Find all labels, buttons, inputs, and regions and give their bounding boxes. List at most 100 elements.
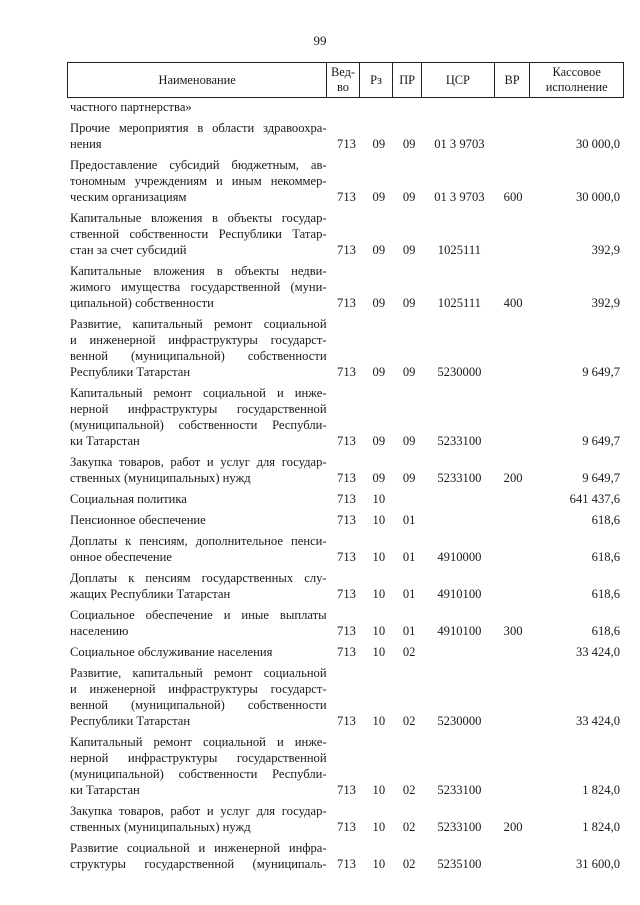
cell-department: 713 bbox=[337, 645, 356, 659]
row-name-line: (муниципальной) собственности Республи- bbox=[70, 418, 327, 432]
cell-cash-execution: 618,6 bbox=[591, 513, 621, 527]
cell-subsection: 01 bbox=[402, 513, 416, 527]
cell-subsection: 02 bbox=[402, 714, 416, 728]
row-name-line: Развитие, капитальный ремонт социальной bbox=[70, 666, 327, 680]
row-name: Закупка товаров, работ и услуг для госуд… bbox=[67, 454, 327, 486]
row-name: Капитальный ремонт социальной и инже-нер… bbox=[67, 385, 327, 449]
cell-cash-execution: 30 000,0 bbox=[575, 137, 621, 151]
cell-subsection: 09 bbox=[402, 434, 416, 448]
row-name: Социальное обслуживание населения bbox=[67, 644, 327, 660]
row-name-line: ципальной) собственности bbox=[70, 296, 214, 310]
table-row: Предоставление субсидий бюджетным, ав-то… bbox=[67, 157, 624, 205]
cell-subsection: 01 bbox=[402, 550, 416, 564]
cell-subsection: 09 bbox=[402, 296, 416, 310]
row-name-line: жащих Республики Татарстан bbox=[70, 587, 231, 601]
row-name-line: Прочие мероприятия в области здравоохра- bbox=[70, 121, 327, 135]
row-name-line: частного партнерства» bbox=[70, 100, 192, 114]
header-name: Наименование bbox=[158, 72, 236, 87]
row-name-line: Закупка товаров, работ и услуг для госуд… bbox=[70, 804, 327, 818]
cell-department: 713 bbox=[337, 857, 356, 871]
header-expense-type: ВР bbox=[493, 63, 530, 97]
cell-cash-execution: 392,9 bbox=[591, 243, 621, 257]
cell-department: 713 bbox=[337, 783, 356, 797]
cell-cash-execution: 392,9 bbox=[591, 296, 621, 310]
row-name-line: и инженерной инфраструктуры государст- bbox=[70, 333, 327, 347]
cell-cash-execution: 31 600,0 bbox=[575, 857, 621, 871]
cell-department: 713 bbox=[337, 492, 356, 506]
row-name-line: Капитальный ремонт социальной и инже- bbox=[70, 735, 327, 749]
header-department: Вед- во bbox=[326, 63, 359, 97]
cell-cash-execution: 1 824,0 bbox=[582, 783, 621, 797]
cell-cash-execution: 33 424,0 bbox=[575, 714, 621, 728]
cell-cash-execution: 1 824,0 bbox=[582, 820, 621, 834]
row-name-line: Развитие, капитальный ремонт социальной bbox=[70, 317, 327, 331]
table-row: Развитие социальной и инженерной инфра-с… bbox=[67, 840, 624, 872]
row-name: частного партнерства» bbox=[67, 99, 327, 115]
table-row: Пенсионное обеспечение 713 10 01 618,6 bbox=[67, 512, 624, 528]
table-row: Социальная политика 713 10 641 437,6 bbox=[67, 491, 624, 507]
row-name: Пенсионное обеспечение bbox=[67, 512, 327, 528]
cell-subsection: 09 bbox=[402, 190, 416, 204]
table-row: Развитие, капитальный ремонт социальной и… bbox=[67, 316, 624, 380]
row-name-line: жимого имущества государственной (муни- bbox=[70, 280, 327, 294]
table-row: Прочие мероприятия в области здравоохра-… bbox=[67, 120, 624, 152]
cell-section: 10 bbox=[372, 513, 386, 527]
row-name: Капитальные вложения в объекты государ-с… bbox=[67, 210, 327, 258]
row-name-line: Капитальный ремонт социальной и инже- bbox=[70, 386, 327, 400]
row-name-line: венной (муниципальной) собственности bbox=[70, 349, 327, 363]
table-row: Доплаты к пенсиям государственных слу-жа… bbox=[67, 570, 624, 602]
row-name-line: Капитальные вложения в объекты государ- bbox=[70, 211, 327, 225]
cell-target-article: 1025111 bbox=[437, 296, 481, 310]
row-name: Капитальный ремонт социальной и инже-нер… bbox=[67, 734, 327, 798]
cell-cash-execution: 618,6 bbox=[591, 550, 621, 564]
row-name-line: и инженерной инфраструктуры государст- bbox=[70, 682, 327, 696]
cell-section: 09 bbox=[372, 434, 386, 448]
cell-expense-type: 400 bbox=[503, 296, 523, 310]
cell-target-article: 5230000 bbox=[437, 365, 482, 379]
cell-cash-execution: 618,6 bbox=[591, 624, 621, 638]
cell-section: 10 bbox=[372, 714, 386, 728]
table-row: Капитальные вложения в объекты государ-с… bbox=[67, 210, 624, 258]
row-name-line: Закупка товаров, работ и услуг для госуд… bbox=[70, 455, 327, 469]
row-name-line: стан за счет субсидий bbox=[70, 243, 187, 257]
table-row: Доплаты к пенсиям, дополнительное пенси-… bbox=[67, 533, 624, 565]
cell-target-article: 4910100 bbox=[437, 624, 482, 638]
cell-subsection: 02 bbox=[402, 820, 416, 834]
row-name: Прочие мероприятия в области здравоохра-… bbox=[67, 120, 327, 152]
cell-cash-execution: 30 000,0 bbox=[575, 190, 621, 204]
row-name-line: онное обеспечение bbox=[70, 550, 173, 564]
row-name: Закупка товаров, работ и услуг для госуд… bbox=[67, 803, 327, 835]
row-name-line: Социальное обслуживание населения bbox=[70, 645, 273, 659]
row-name: Доплаты к пенсиям государственных слу-жа… bbox=[67, 570, 327, 602]
cell-cash-execution: 9 649,7 bbox=[582, 365, 621, 379]
row-name-line: ки Татарстан bbox=[70, 783, 140, 797]
cell-section: 10 bbox=[372, 624, 386, 638]
row-name-line: нения bbox=[70, 137, 102, 151]
row-name: Капитальные вложения в объекты недви-жим… bbox=[67, 263, 327, 311]
cell-department: 713 bbox=[337, 587, 356, 601]
cell-cash-execution: 641 437,6 bbox=[569, 492, 621, 506]
table-row: Социальное обслуживание населения 713 10 02… bbox=[67, 644, 624, 660]
cell-subsection: 09 bbox=[402, 137, 416, 151]
row-name-line: ки Татарстан bbox=[70, 434, 140, 448]
cell-department: 713 bbox=[337, 296, 356, 310]
cell-department: 713 bbox=[337, 243, 356, 257]
row-name-line: населению bbox=[70, 624, 129, 638]
cell-section: 10 bbox=[372, 857, 386, 871]
cell-section: 09 bbox=[372, 296, 386, 310]
row-name-line: Доплаты к пенсиям государственных слу- bbox=[70, 571, 327, 585]
cell-subsection: 09 bbox=[402, 243, 416, 257]
cell-section: 10 bbox=[372, 492, 386, 506]
cell-target-article: 5233100 bbox=[437, 820, 482, 834]
cell-target-article: 4910100 bbox=[437, 587, 482, 601]
row-name-line: Республики Татарстан bbox=[70, 714, 191, 728]
row-name-line: структуры государственной (муниципаль- bbox=[70, 857, 327, 871]
cell-cash-execution: 9 649,7 bbox=[582, 434, 621, 448]
row-name: Социальная политика bbox=[67, 491, 327, 507]
table-row: Капитальные вложения в объекты недви-жим… bbox=[67, 263, 624, 311]
cell-department: 713 bbox=[337, 714, 356, 728]
table-row: Развитие, капитальный ремонт социальной и… bbox=[67, 665, 624, 729]
cell-subsection: 09 bbox=[402, 471, 416, 485]
cell-target-article: 5233100 bbox=[437, 471, 482, 485]
row-name-line: нерной инфраструктуры государственной bbox=[70, 402, 327, 416]
